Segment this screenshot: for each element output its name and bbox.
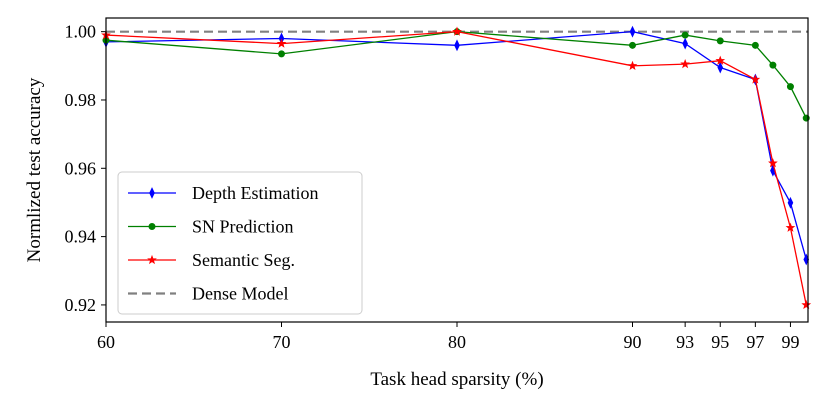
y-tick-label: 0.92	[65, 295, 97, 315]
legend-label: Semantic Seg.	[192, 250, 295, 270]
data-point	[276, 38, 287, 48]
data-point	[717, 61, 724, 74]
data-point	[751, 41, 759, 49]
series-line	[105, 31, 807, 119]
data-point	[769, 61, 777, 69]
y-tick-label: 0.96	[65, 158, 97, 178]
x-tick-label: 95	[711, 332, 729, 352]
legend-box	[117, 171, 363, 315]
data-point	[787, 196, 794, 209]
data-point	[629, 25, 636, 38]
data-point	[681, 31, 689, 39]
legend-marker	[149, 187, 155, 199]
data-point	[454, 39, 460, 52]
series-semantic-seg	[101, 26, 812, 310]
data-point	[682, 37, 688, 50]
data-point	[716, 37, 724, 45]
series-line	[105, 31, 807, 306]
y-tick-label: 1.00	[65, 22, 97, 42]
data-point	[627, 60, 638, 70]
data-point	[801, 299, 812, 310]
x-tick-label: 90	[624, 332, 642, 352]
y-axis-label: Normlized test accuracy	[24, 77, 45, 262]
data-point	[768, 158, 778, 168]
data-point	[680, 59, 691, 69]
y-tick-label: 0.98	[65, 90, 97, 110]
x-tick-label: 93	[676, 332, 694, 352]
data-point	[786, 83, 794, 91]
legend-label: Dense Model	[192, 284, 288, 304]
legend-marker	[147, 254, 157, 265]
legend-marker	[148, 223, 156, 230]
x-tick-label: 99	[781, 332, 799, 352]
data-point	[278, 50, 285, 58]
x-axis-label: Task head sparsity (%)	[370, 369, 543, 390]
legend-item: Semantic Seg.	[128, 250, 295, 270]
y-axis: 0.92 0.94 0.96 0.98 1.00	[65, 22, 106, 315]
legend: Depth Estimation SN Prediction Semantic Se…	[117, 171, 363, 315]
data-point	[629, 41, 636, 49]
legend-label: SN Prediction	[192, 217, 294, 237]
legend-item: SN Prediction	[128, 217, 294, 237]
series-depth-estimation	[103, 25, 810, 266]
legend-item: Depth Estimation	[128, 183, 318, 203]
x-tick-label: 60	[97, 332, 115, 352]
series-layer	[101, 25, 812, 310]
x-tick-label: 80	[448, 332, 466, 352]
series-sn-prediction	[102, 28, 810, 122]
legend-item: Dense Model	[128, 284, 288, 304]
series-line	[105, 31, 807, 260]
y-tick-label: 0.94	[65, 227, 97, 247]
data-point	[715, 55, 726, 65]
x-tick-label: 97	[746, 332, 764, 352]
data-point	[785, 222, 796, 232]
x-tick-label: 70	[273, 332, 291, 352]
x-axis: 60 70 80 90 93 95 97 99	[97, 322, 799, 352]
data-point	[750, 74, 761, 84]
data-point	[452, 26, 462, 36]
legend-label: Depth Estimation	[192, 183, 318, 203]
